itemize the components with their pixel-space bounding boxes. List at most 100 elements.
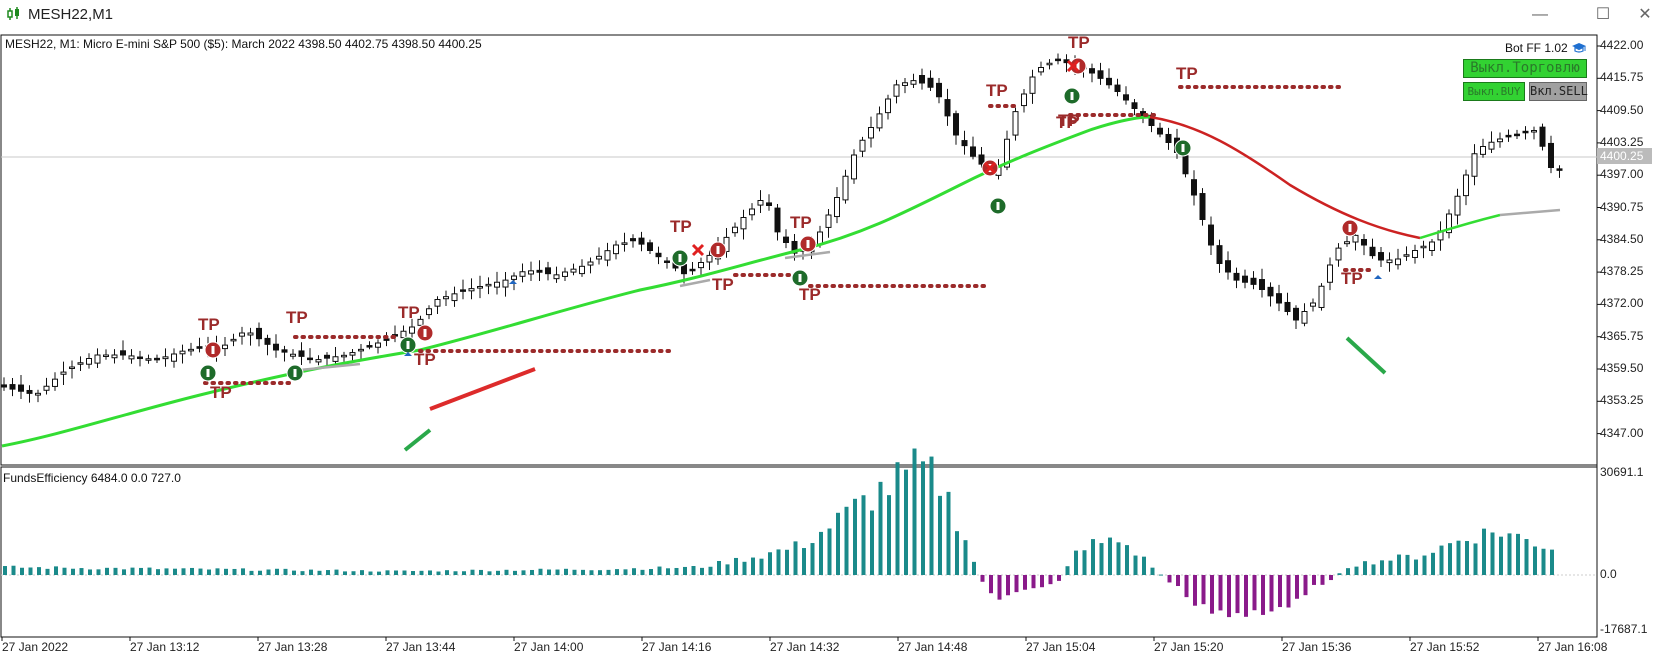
candle-body	[60, 371, 67, 375]
price-scale-label: 4384.50	[1600, 231, 1644, 246]
histogram-bar-positive	[419, 570, 424, 575]
marker-glyph	[1348, 224, 1352, 232]
histogram-bar-positive	[921, 461, 925, 575]
histogram-bar-positive	[615, 569, 619, 575]
candle-body	[698, 262, 704, 269]
candle-body	[825, 214, 832, 228]
histogram-bar-negative	[1031, 575, 1036, 589]
tp-label: TP	[1341, 269, 1363, 288]
tp-label: TP	[712, 275, 734, 294]
histogram-bar-positive	[402, 570, 407, 575]
candle-body	[1335, 247, 1342, 261]
histogram-bar-positive	[275, 568, 279, 575]
candle-body	[927, 77, 934, 88]
histogram-bar-positive	[334, 569, 339, 575]
candle-body	[902, 82, 908, 86]
candle-body	[1233, 272, 1240, 281]
histogram-bar-positive	[88, 569, 92, 575]
histogram-bar-positive	[317, 570, 322, 575]
candle-body	[1301, 311, 1308, 324]
candle-body	[1012, 111, 1019, 136]
price-scale-label: 4397.00	[1600, 167, 1644, 182]
histogram-bar-positive	[1431, 552, 1435, 575]
disable-buy-button[interactable]: Выкл.BUY	[1463, 82, 1525, 101]
candle-body	[145, 358, 152, 361]
candle-body	[1182, 155, 1189, 175]
marker-glyph	[406, 341, 410, 349]
candle-body	[247, 332, 254, 336]
candle-body	[1267, 286, 1274, 297]
candle-body	[1514, 133, 1520, 137]
histogram-bar-positive	[1116, 542, 1121, 575]
price-scale-label: 4415.75	[1600, 70, 1644, 85]
marker-glyph	[678, 254, 682, 262]
candle-body	[842, 175, 849, 201]
candle-body	[1344, 241, 1350, 245]
enable-sell-button[interactable]: Вкл.SELL	[1529, 82, 1588, 101]
histogram-bar-positive	[1473, 543, 1478, 575]
histogram-bar-positive	[606, 569, 611, 575]
graduation-cap-icon	[1571, 41, 1587, 55]
histogram-bar-positive	[1142, 556, 1146, 575]
price-scale-label: 4378.25	[1600, 264, 1644, 279]
trend-line-up	[403, 428, 432, 452]
candle-body	[655, 252, 662, 258]
candlestick-icon	[6, 6, 22, 27]
close-trade-marker	[691, 243, 705, 257]
candle-body	[1276, 293, 1282, 304]
histogram-bar-positive	[912, 448, 917, 575]
histogram-bar-positive	[1550, 549, 1554, 575]
candle-body	[154, 357, 160, 361]
histogram-bar-positive	[564, 568, 568, 575]
candle-body	[1395, 258, 1401, 266]
candle-body	[103, 354, 109, 357]
disable-trading-button[interactable]: Выкл.Торговлю	[1463, 59, 1587, 78]
close-trade-marker	[983, 161, 997, 175]
candle-body	[307, 357, 313, 361]
candle-body	[324, 354, 330, 359]
candle-body	[638, 237, 645, 245]
maximize-icon[interactable]: ☐	[1595, 6, 1611, 23]
candle-body	[171, 353, 177, 362]
signal-arrow	[1374, 275, 1382, 279]
tp-label: TP	[790, 213, 812, 232]
candle-body	[587, 261, 594, 266]
candle-body	[298, 350, 305, 357]
histogram-bar-positive	[1490, 532, 1495, 575]
histogram-bar-positive	[674, 567, 679, 575]
histogram-bar-negative	[989, 575, 993, 594]
candle-body	[851, 154, 857, 180]
histogram-bar-positive	[1150, 567, 1155, 575]
minimize-icon[interactable]: —	[1532, 6, 1548, 23]
histogram-bar-positive	[598, 570, 602, 575]
histogram-bar-positive	[1533, 546, 1537, 575]
histogram-bar-positive	[1074, 550, 1078, 575]
histogram-bar-negative	[1040, 575, 1044, 588]
candle-body	[553, 274, 560, 280]
candle-body	[519, 271, 526, 277]
marker-glyph	[996, 202, 1000, 210]
candle-body	[1369, 246, 1376, 257]
candle-body	[1403, 254, 1410, 257]
histogram-bar-positive	[649, 569, 653, 575]
histogram-bar-positive	[759, 558, 764, 575]
histogram-bar-positive	[1346, 568, 1350, 575]
candle-body	[1378, 252, 1384, 261]
candle-body	[1531, 130, 1537, 133]
histogram-bar-positive	[487, 571, 492, 575]
candle-body	[596, 255, 602, 260]
candle-body	[749, 208, 755, 216]
candle-body	[953, 113, 959, 136]
histogram-bar-positive	[445, 570, 449, 575]
histogram-bar-positive	[1422, 555, 1427, 575]
tp-label: TP	[986, 81, 1008, 100]
histogram-bar-positive	[156, 569, 160, 575]
candle-body	[468, 288, 475, 292]
histogram-bar-positive	[470, 569, 475, 575]
histogram-bar-positive	[1337, 573, 1342, 575]
close-icon[interactable]: ✕	[1638, 6, 1652, 23]
tp-label: TP	[1068, 33, 1090, 52]
candle-body	[1327, 264, 1333, 283]
histogram-bar-positive	[1456, 540, 1461, 575]
